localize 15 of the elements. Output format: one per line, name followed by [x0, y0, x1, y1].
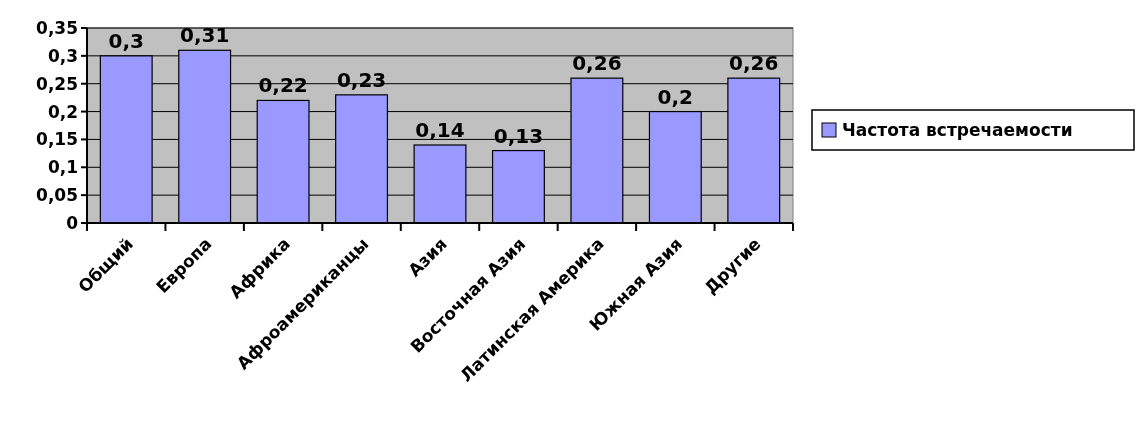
data-label: 0,26: [729, 51, 779, 76]
y-tick-label: 0,3: [47, 45, 78, 66]
y-tick-label: 0,2: [47, 101, 78, 122]
y-tick-label: 0,15: [36, 129, 78, 150]
data-label: 0,3: [108, 28, 144, 53]
legend-label: Частота встречаемости: [842, 119, 1073, 140]
y-tick-label: 0,35: [36, 17, 78, 38]
y-tick-label: 0,25: [36, 73, 78, 94]
y-tick-label: 0: [66, 212, 79, 233]
data-label: 0,2: [657, 84, 694, 109]
y-tick-label: 0,1: [47, 157, 78, 178]
data-label: 0,31: [179, 23, 230, 48]
data-label: 0,26: [572, 51, 622, 76]
y-tick-label: 0,05: [36, 185, 78, 206]
data-label: 0,14: [415, 118, 465, 142]
